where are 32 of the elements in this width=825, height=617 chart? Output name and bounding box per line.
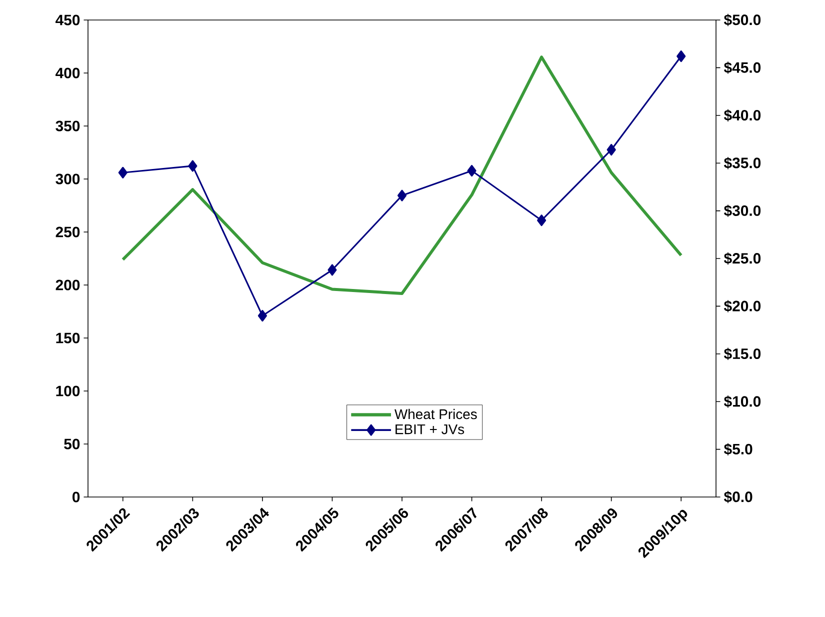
point	[118, 166, 128, 178]
y-tick-label: 50	[64, 438, 80, 450]
y-tick-label: 150	[56, 332, 80, 344]
y-tick-label: 400	[56, 68, 80, 78]
legend-label: EBIT + JVs	[396, 424, 464, 434]
point	[258, 310, 267, 322]
y-tick-label: 350	[56, 120, 80, 132]
point	[537, 214, 546, 226]
y2-tick-label: $50.0	[724, 14, 761, 26]
y-tick-label: 450	[56, 14, 80, 26]
y-tick-label: 0	[72, 492, 80, 502]
y2-tick-label: $20.0	[724, 300, 761, 312]
point	[467, 164, 476, 177]
y-tick-label: 100	[56, 386, 80, 396]
y2-tick-label: $45.0	[724, 62, 761, 74]
y2-tick-label: $5.0	[724, 443, 752, 456]
y2-tick-label: $35.0	[724, 156, 761, 170]
y2-tick-label: $25.0	[724, 252, 761, 265]
point	[606, 144, 616, 156]
y-tick-label: 300	[56, 174, 80, 184]
y2-tick-label: $40.0	[724, 109, 761, 122]
y2-tick-label: $10.0	[724, 395, 761, 408]
y-tick-label: 250	[56, 226, 80, 238]
y2-tick-label: $30.0	[724, 204, 761, 217]
y-tick-label: 200	[56, 280, 80, 290]
point	[328, 264, 337, 276]
point	[397, 190, 407, 202]
y2-tick-label: $0.0	[724, 490, 752, 504]
point	[188, 160, 198, 172]
y2-tick-label: $15.0	[724, 348, 761, 360]
legend-label: Wheat Prices	[394, 408, 477, 420]
point	[676, 50, 686, 62]
